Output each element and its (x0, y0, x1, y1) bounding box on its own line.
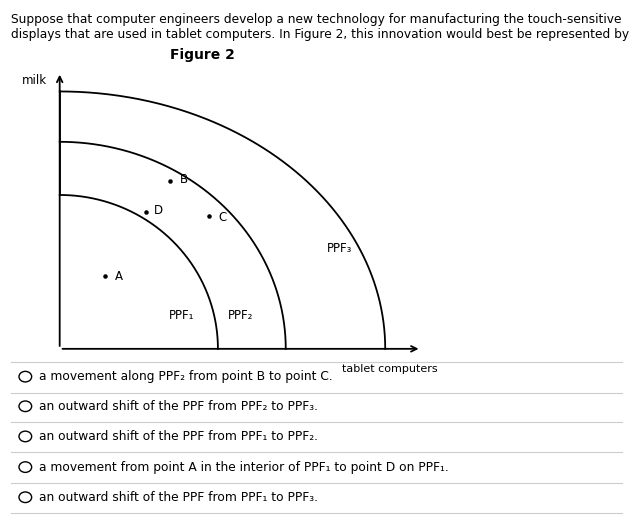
Text: PPF₂: PPF₂ (228, 309, 253, 322)
Text: Suppose that computer engineers develop a new technology for manufacturing the t: Suppose that computer engineers develop … (11, 13, 622, 26)
Text: D: D (154, 204, 163, 217)
Text: an outward shift of the PPF from PPF₁ to PPF₂.: an outward shift of the PPF from PPF₁ to… (39, 430, 318, 443)
Text: A: A (115, 270, 123, 282)
Text: PPF₃: PPF₃ (327, 242, 353, 254)
Text: C: C (218, 211, 226, 224)
Text: milk: milk (22, 74, 47, 87)
Text: tablet computers: tablet computers (342, 364, 437, 374)
Text: an outward shift of the PPF from PPF₂ to PPF₃.: an outward shift of the PPF from PPF₂ to… (39, 400, 318, 413)
Text: PPF₁: PPF₁ (169, 309, 194, 322)
Text: an outward shift of the PPF from PPF₁ to PPF₃.: an outward shift of the PPF from PPF₁ to… (39, 491, 318, 504)
Text: a movement from point A in the interior of PPF₁ to point D on PPF₁.: a movement from point A in the interior … (39, 461, 449, 473)
Text: displays that are used in tablet computers. In Figure 2, this innovation would ‪: displays that are used in tablet compute… (11, 28, 630, 41)
Text: a movement along PPF₂ from point B to point C.: a movement along PPF₂ from point B to po… (39, 370, 333, 383)
Text: Figure 2: Figure 2 (170, 48, 235, 62)
Text: B: B (180, 173, 187, 186)
